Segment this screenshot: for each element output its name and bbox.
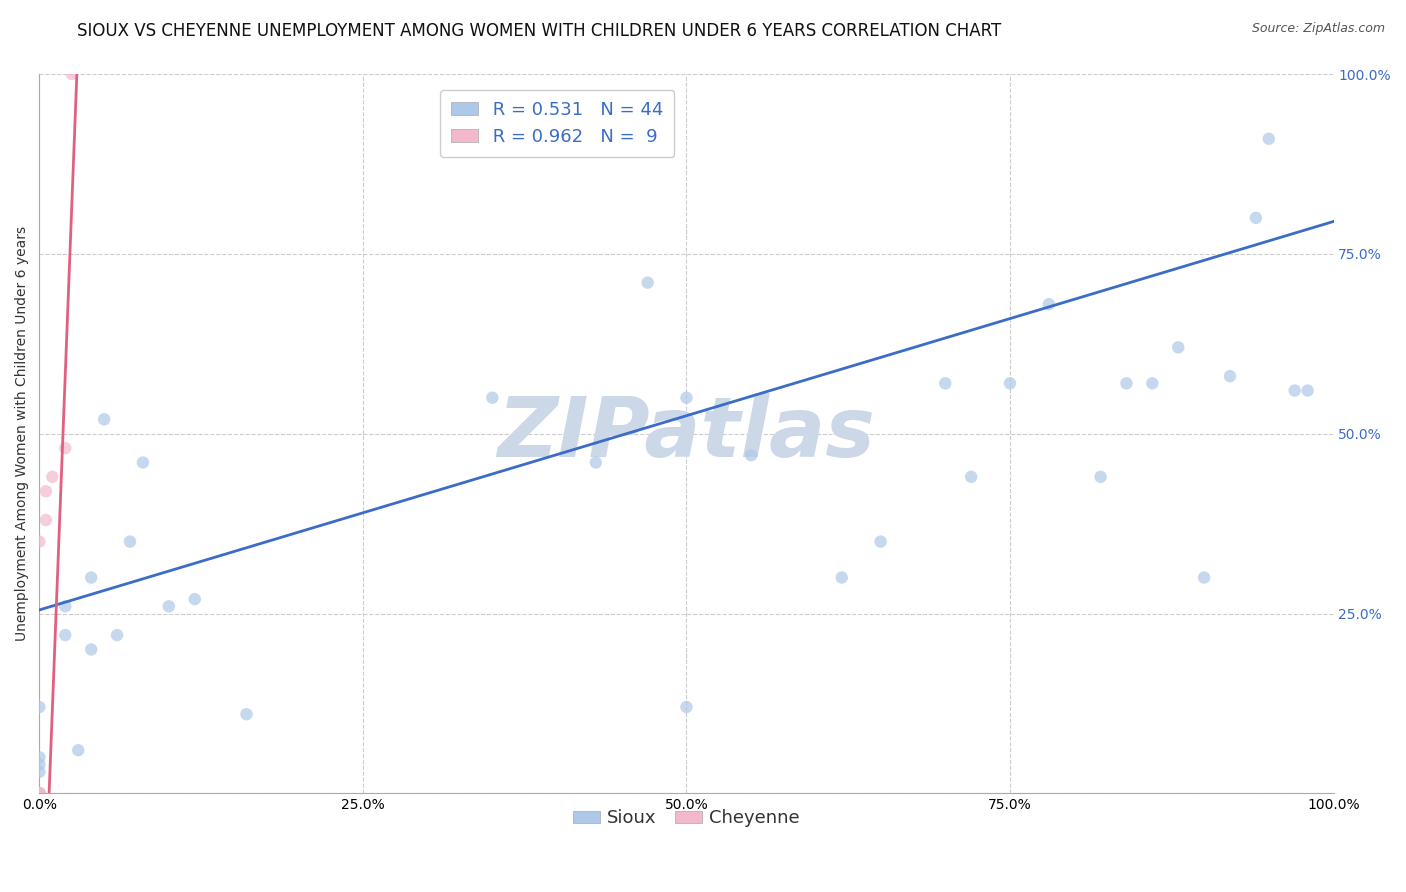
Point [183,592,205,607]
Point [28,750,51,764]
Point [28,786,51,800]
Point [28,786,51,800]
Text: Source: ZipAtlas.com: Source: ZipAtlas.com [1251,22,1385,36]
Point [132,455,155,469]
Point [60,67,83,81]
Point [831,570,853,584]
Point [28,786,51,800]
Point [28,786,51,800]
Point [1192,570,1215,584]
Point [869,534,891,549]
Y-axis label: Unemployment Among Women with Children Under 6 years: Unemployment Among Women with Children U… [15,226,30,641]
Point [157,599,180,614]
Point [35,484,58,499]
Point [53,441,76,455]
Point [1219,369,1241,384]
Point [28,534,51,549]
Point [1090,470,1112,484]
Point [1257,132,1279,146]
Point [235,707,257,722]
Point [1142,376,1164,391]
Point [28,786,51,800]
Point [740,448,762,462]
Point [35,513,58,527]
Point [41,470,63,484]
Point [675,700,697,714]
Legend: Sioux, Cheyenne: Sioux, Cheyenne [565,802,807,835]
Point [118,534,141,549]
Point [28,764,51,779]
Point [28,757,51,772]
Text: SIOUX VS CHEYENNE UNEMPLOYMENT AMONG WOMEN WITH CHILDREN UNDER 6 YEARS CORRELATI: SIOUX VS CHEYENNE UNEMPLOYMENT AMONG WOM… [77,22,1001,40]
Point [105,628,128,642]
Point [28,786,51,800]
Point [80,570,103,584]
Point [585,455,607,469]
Point [1167,340,1189,354]
Point [1284,384,1306,398]
Point [28,786,51,800]
Point [67,743,90,757]
Point [28,786,51,800]
Point [53,628,76,642]
Point [1244,211,1267,225]
Point [934,376,956,391]
Point [28,700,51,714]
Point [80,642,103,657]
Point [93,412,115,426]
Text: ZIPatlas: ZIPatlas [498,393,876,475]
Point [481,391,503,405]
Point [28,786,51,800]
Point [960,470,983,484]
Point [53,599,76,614]
Point [675,391,697,405]
Point [1038,297,1060,311]
Point [1296,384,1319,398]
Point [1115,376,1137,391]
Point [998,376,1021,391]
Point [637,276,659,290]
